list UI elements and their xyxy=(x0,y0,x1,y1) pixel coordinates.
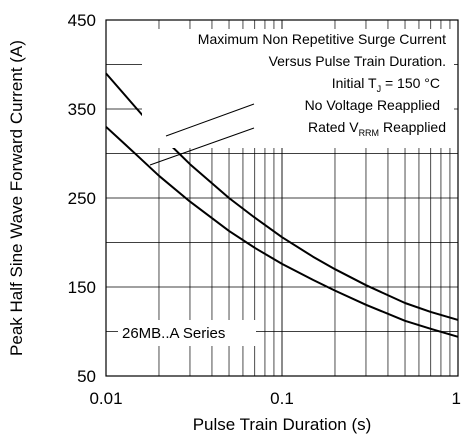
y-tick-label: 450 xyxy=(68,11,96,30)
annotation-line-2: Versus Pulse Train Duration. xyxy=(269,53,446,69)
annotation-line-4: No Voltage Reapplied xyxy=(305,97,440,113)
annotation-line-3: Initial TJ = 150 °C xyxy=(332,75,440,94)
series-label: 26MB..A Series xyxy=(122,325,225,342)
tick-layer: 50 150 250 350 450 0.01 0.1 1 xyxy=(68,11,461,408)
annotation-line-1: Maximum Non Repetitive Surge Current xyxy=(198,31,446,47)
y-tick-label: 250 xyxy=(68,189,96,208)
leader-line-lower xyxy=(149,127,255,166)
y-tick-label: 50 xyxy=(77,367,96,386)
annotation-line-5: Rated VRRM Reapplied xyxy=(308,119,446,138)
x-tick-label: 0.1 xyxy=(270,389,294,408)
x-tick-label: 1 xyxy=(452,389,461,408)
series-label-background xyxy=(118,320,256,346)
x-tick-label: 0.01 xyxy=(89,389,122,408)
plot-frame xyxy=(105,19,459,377)
annotation-layer: Maximum Non Repetitive Surge Current Ver… xyxy=(142,29,454,166)
annotation-background xyxy=(142,29,454,148)
y-tick-label: 350 xyxy=(68,100,96,119)
x-axis-title: Pulse Train Duration (s) xyxy=(193,415,372,434)
series-label-group: 26MB..A Series xyxy=(118,320,256,346)
y-tick-label: 150 xyxy=(68,278,96,297)
y-axis-title: Peak Half Sine Wave Forward Current (A) xyxy=(7,40,26,356)
series-line-2 xyxy=(105,126,459,338)
leader-line-upper xyxy=(165,103,255,137)
